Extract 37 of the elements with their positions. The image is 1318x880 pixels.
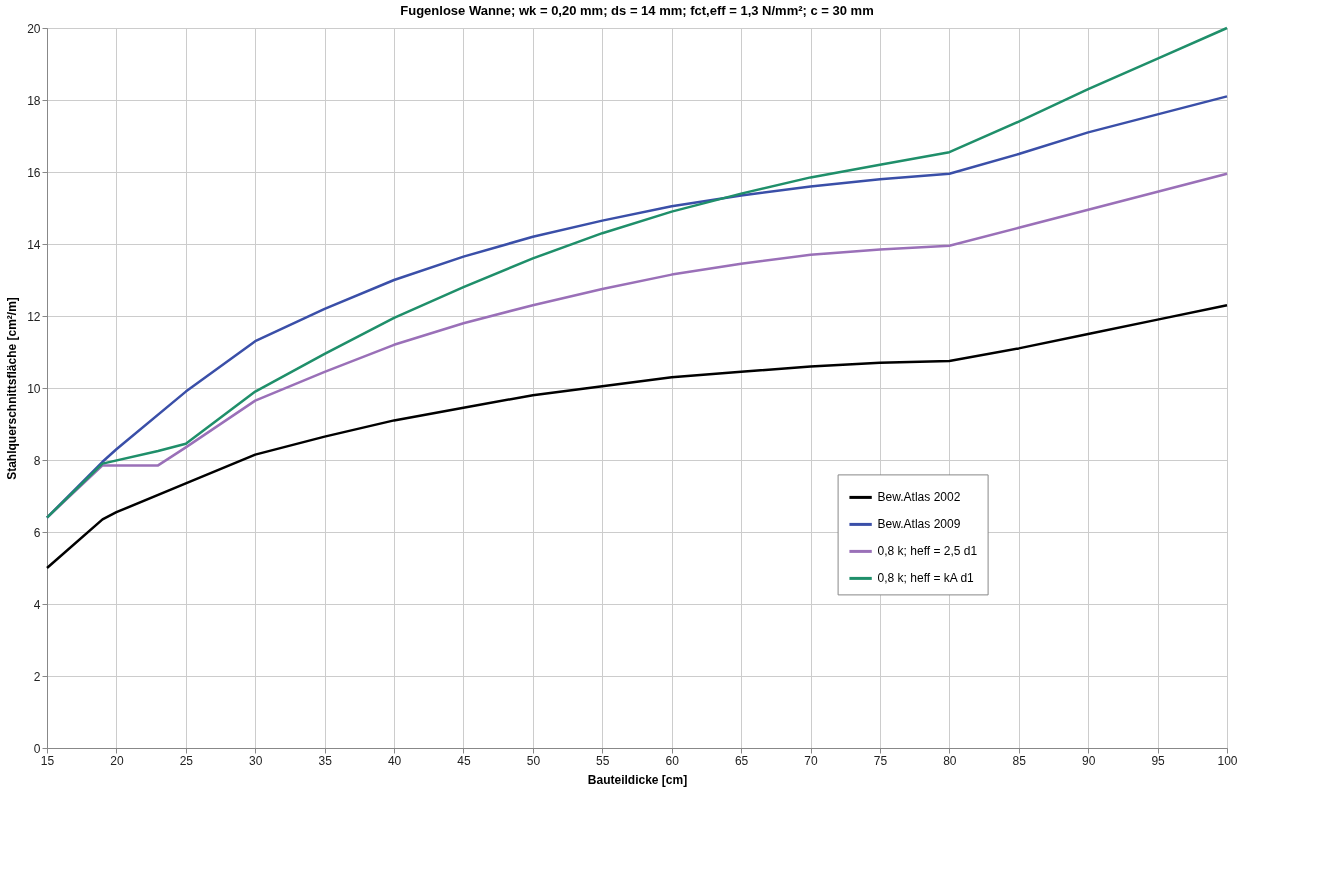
- x-tick-label: 60: [665, 753, 680, 768]
- x-tick-label: 90: [1082, 753, 1096, 768]
- chart-title: Fugenlose Wanne; wk = 0,20 mm; ds = 14 mm; fct,eff = 1,3 N/mm²; c = 30 mm: [400, 3, 874, 18]
- y-tick-label: 8: [33, 453, 41, 468]
- x-tick-label: 95: [1151, 753, 1166, 768]
- x-tick-label: 85: [1012, 753, 1027, 768]
- y-tick-label: 0: [33, 741, 41, 756]
- y-axis-title: Stahlquerschnittsfläche [cm²/m]: [5, 297, 20, 480]
- x-tick-label: 65: [734, 753, 749, 768]
- x-tick-label: 70: [804, 753, 819, 768]
- y-tick-label: 20: [27, 21, 41, 36]
- x-tick-label: 30: [249, 753, 263, 768]
- y-tick-label: 12: [27, 309, 41, 324]
- x-tick-label: 75: [873, 753, 888, 768]
- y-tick-label: 16: [27, 165, 41, 180]
- y-tick-label: 6: [33, 525, 41, 540]
- x-tick-label: 15: [40, 753, 55, 768]
- legend-label: Bew.Atlas 2009: [877, 517, 961, 532]
- x-tick-label: 50: [526, 753, 541, 768]
- x-tick-label: 55: [596, 753, 610, 768]
- y-tick-label: 2: [33, 669, 41, 684]
- y-tick-label: 18: [27, 93, 41, 108]
- y-tick-label: 10: [27, 381, 41, 396]
- legend-label: Bew.Atlas 2002: [877, 490, 961, 505]
- x-tick-label: 25: [179, 753, 194, 768]
- legend-label: 0,8 k; heff = kA d1: [877, 571, 975, 586]
- x-tick-label: 20: [110, 753, 124, 768]
- x-axis-title: Bauteildicke [cm]: [587, 772, 688, 787]
- legend-label: 0,8 k; heff = 2,5 d1: [877, 544, 978, 559]
- x-tick-label: 45: [457, 753, 471, 768]
- x-tick-label: 35: [318, 753, 333, 768]
- x-tick-label: 100: [1217, 753, 1238, 768]
- x-tick-label: 80: [943, 753, 957, 768]
- y-tick-label: 4: [33, 597, 41, 612]
- y-tick-label: 14: [27, 237, 41, 252]
- x-tick-label: 40: [387, 753, 402, 768]
- line-series: [45, 303, 1229, 570]
